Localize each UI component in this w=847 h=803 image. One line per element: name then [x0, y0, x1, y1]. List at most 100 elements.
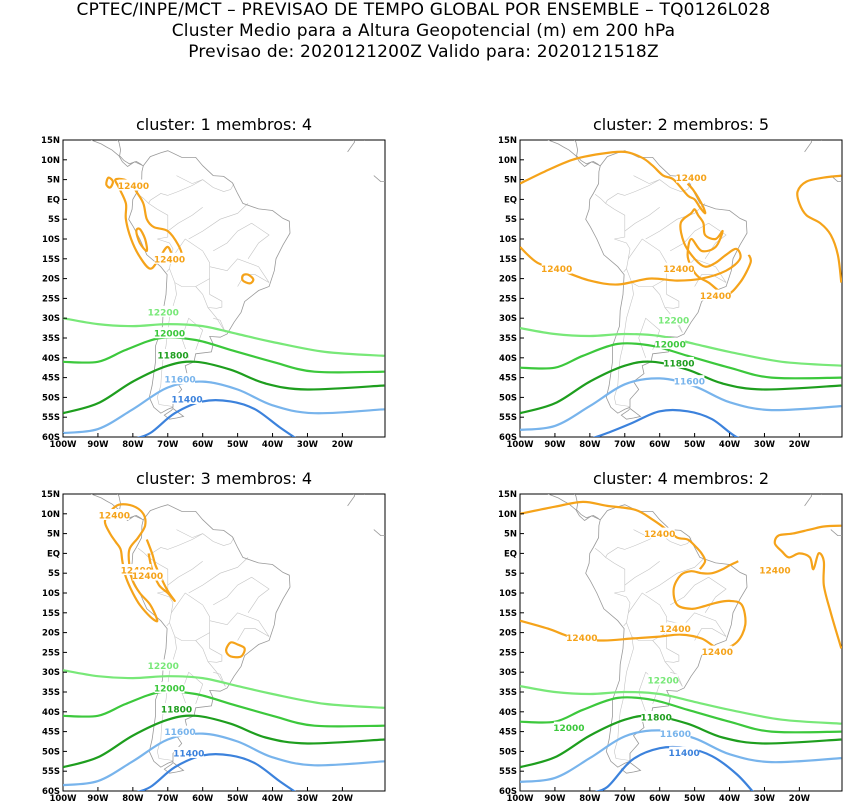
contour-label-bg: [164, 725, 195, 737]
country-border: [176, 529, 235, 546]
country-border: [167, 533, 203, 550]
lon-tick-label: 60W: [649, 440, 671, 450]
lat-tick-label: 25S: [42, 294, 60, 304]
contour-label-bg: [644, 527, 675, 539]
country-border: [594, 547, 625, 558]
lon-tick-label: 40W: [719, 440, 741, 450]
country-border: [167, 179, 203, 196]
lat-tick-label: 15N: [41, 490, 60, 500]
central-america-coastline: [547, 494, 601, 522]
country-border: [645, 557, 706, 594]
contour-label: 11800: [161, 706, 192, 716]
country-border: [195, 632, 223, 663]
lon-tick-label: 20W: [332, 440, 354, 450]
contour-label-bg: [148, 659, 179, 671]
lat-tick-label: 5N: [47, 530, 60, 540]
geopotential-contour: [773, 524, 842, 649]
country-border: [188, 557, 249, 594]
geopotential-contour: [63, 336, 385, 374]
lat-tick-label: 35S: [499, 334, 517, 344]
lat-tick-label: 25S: [499, 294, 517, 304]
lon-tick-label: 100W: [506, 794, 534, 803]
contour-label: 12400: [659, 625, 690, 635]
lon-tick-label: 40W: [719, 794, 741, 803]
contour-label-bg: [154, 252, 185, 264]
geopotential-contour: [136, 753, 297, 791]
country-border: [176, 175, 235, 192]
country-border: [148, 557, 174, 627]
contour-label: 11600: [164, 728, 195, 738]
country-border: [213, 317, 226, 333]
lon-tick-label: 70W: [614, 794, 636, 803]
lon-tick-label: 80W: [122, 440, 144, 450]
contour-label: 12000: [154, 330, 185, 340]
lat-tick-label: 50S: [499, 393, 517, 403]
geopotential-contour: [63, 732, 385, 787]
contour-label-bg: [164, 373, 195, 385]
contour-label-bg: [171, 392, 202, 404]
lat-tick-label: 20S: [499, 629, 517, 639]
country-border: [613, 636, 634, 761]
lat-tick-label: 10S: [499, 235, 517, 245]
africa-coastline: [804, 140, 823, 153]
country-border: [605, 203, 631, 273]
panel-cluster-4: cluster: 4 membros: 21240012400124001240…: [498, 469, 843, 803]
contour-label: 12400: [154, 255, 185, 265]
contour-label: 11800: [663, 359, 694, 369]
country-border: [664, 661, 683, 687]
contour-label: 12200: [148, 308, 179, 318]
lon-tick-label: 50W: [227, 794, 249, 803]
country-border: [624, 207, 660, 232]
south-america-coastline: [128, 504, 291, 768]
contour-label: 12200: [648, 677, 679, 687]
lat-tick-label: EQ: [47, 549, 60, 559]
lat-tick-label: 25S: [42, 648, 60, 658]
figure-title-line-3: Previsao de: 2020121200Z Valido para: 20…: [188, 42, 659, 62]
lat-tick-label: 15N: [498, 490, 517, 500]
country-border: [188, 203, 249, 240]
lon-tick-label: 20W: [789, 794, 811, 803]
geopotential-contour: [520, 685, 842, 725]
contour-label: 12400: [118, 182, 149, 192]
africa-coastline: [830, 529, 842, 536]
lat-tick-label: 5N: [504, 530, 517, 540]
geopotential-contour: [520, 150, 707, 215]
lat-tick-label: 35S: [42, 688, 60, 698]
map-frame: [62, 493, 386, 792]
contour-label: 12400: [663, 265, 694, 275]
central-america-coastline: [117, 140, 142, 165]
lat-tick-label: 40S: [42, 354, 60, 364]
tierra-del-fuego-coastline: [163, 407, 185, 420]
lat-tick-label: 35S: [42, 334, 60, 344]
country-border: [181, 671, 204, 712]
lon-tick-label: 70W: [157, 794, 179, 803]
lat-tick-label: 30S: [42, 668, 60, 678]
country-border: [652, 632, 680, 663]
central-america-coastline: [547, 140, 601, 168]
lat-tick-label: 5S: [48, 215, 60, 225]
contour-label-bg: [658, 314, 689, 326]
map-frame: [62, 139, 386, 438]
map-content: 12400 12400 12400 12400 12400 12200 12000 11800…: [520, 494, 842, 791]
lon-tick-label: 80W: [579, 440, 601, 450]
geopotential-contour: [520, 360, 842, 415]
africa-coastline: [830, 175, 842, 182]
country-border: [633, 175, 692, 192]
contour-label: 12000: [154, 685, 185, 695]
contour-label: 12400: [132, 572, 163, 582]
lat-tick-label: 10N: [41, 510, 60, 520]
lon-tick-label: 30W: [297, 440, 319, 450]
geopotential-contour: [520, 560, 747, 650]
lon-tick-label: 50W: [684, 440, 706, 450]
contour-label-bg: [641, 710, 672, 722]
contour-label: 12200: [658, 317, 689, 327]
lat-tick-label: 40S: [42, 708, 60, 718]
country-border: [207, 307, 226, 333]
contour-label: 11600: [674, 378, 705, 388]
lon-tick-label: 30W: [754, 440, 776, 450]
panel-cluster-3: cluster: 3 membros: 41240012400124001220…: [41, 469, 386, 803]
map-frame: [519, 493, 843, 792]
lat-tick-label: 55S: [499, 413, 517, 423]
geopotential-contour: [63, 317, 385, 357]
